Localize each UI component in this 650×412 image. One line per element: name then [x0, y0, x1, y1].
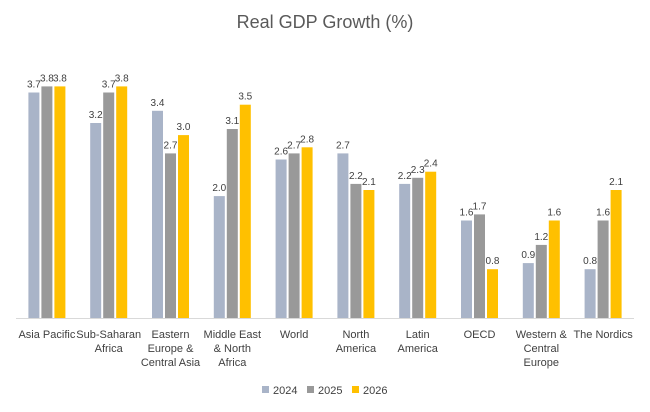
bar-2026-5	[363, 190, 375, 318]
bar-2025-4	[288, 153, 300, 318]
bar-2024-9	[584, 269, 596, 318]
value-label-2026-7: 0.8	[486, 256, 500, 267]
value-label-2026-1: 3.8	[115, 73, 129, 84]
value-label-2024-7: 1.6	[460, 208, 474, 219]
legend-label-2024: 2024	[273, 385, 297, 397]
bar-2026-8	[548, 220, 560, 318]
value-label-2026-2: 3.0	[177, 122, 191, 133]
legend: 2024 2025 2026	[262, 385, 387, 397]
value-label-2024-5: 2.7	[336, 140, 350, 151]
bar-2026-2	[178, 135, 189, 318]
value-label-2024-1: 3.2	[89, 110, 103, 121]
value-label-2026-9: 2.1	[609, 177, 623, 188]
category-label-8: Western & Central Europe	[516, 329, 568, 369]
bar-2025-9	[597, 220, 609, 318]
value-label-2025-9: 1.6	[596, 208, 610, 219]
value-labels-layer: 3.73.8 3.83.23.73.83.42.73.02.03.13.52.62…	[27, 73, 624, 267]
category-label-4: World	[280, 329, 309, 341]
bar-2024-4	[275, 159, 287, 318]
bar-2026-4	[301, 147, 313, 318]
bar-2024-2	[152, 110, 163, 318]
legend-label-2026: 2026	[363, 385, 387, 397]
value-label-2025-4: 2.7	[287, 140, 301, 151]
bar-2025-6	[412, 177, 424, 318]
value-label-2025-8: 1.2	[534, 232, 548, 243]
category-label-0: Asia Pacific	[18, 329, 75, 341]
bar-2024-5	[337, 153, 349, 318]
bar-2024-0	[28, 92, 40, 318]
bar-2026-7	[487, 269, 498, 318]
value-label-2025-2: 2.7	[164, 140, 178, 151]
bar-2024-7	[461, 220, 472, 318]
value-label-2025-0: 3.8	[40, 73, 54, 84]
value-label-2024-4: 2.6	[274, 147, 288, 158]
value-label-2025-1: 3.7	[102, 80, 116, 91]
bars-layer	[28, 86, 622, 319]
legend-swatch-2025	[307, 386, 314, 393]
value-label-2024-9: 0.8	[583, 256, 597, 267]
bar-2026-9	[610, 190, 622, 318]
bar-2026-6	[425, 171, 437, 318]
value-label-2025-3: 3.1	[225, 116, 239, 127]
category-label-9: The Nordics	[573, 329, 633, 341]
value-label-2024-2: 3.4	[151, 98, 165, 109]
bar-2025-5	[350, 183, 362, 318]
category-label-6: Latin America	[398, 329, 439, 355]
legend-swatch-2026	[352, 386, 359, 393]
value-label-2025-6: 2.3	[411, 165, 425, 176]
category-label-5: North America	[336, 329, 377, 355]
value-label-2024-8: 0.9	[521, 250, 535, 261]
value-label-2024-3: 2.0	[212, 183, 226, 194]
bar-2024-6	[399, 183, 411, 318]
value-label-2025-5: 2.2	[349, 171, 363, 182]
chart-title: Real GDP Growth (%)	[237, 12, 414, 32]
bar-2026-1	[116, 86, 128, 319]
bar-2024-1	[90, 123, 102, 318]
value-label-2026-5: 2.1	[362, 177, 376, 188]
bar-2025-7	[474, 214, 485, 318]
bar-2024-3	[213, 196, 225, 318]
bar-2025-1	[103, 92, 115, 318]
value-label-2026-0: 3.8	[53, 73, 67, 84]
bar-2025-2	[165, 153, 176, 318]
value-label-2024-0: 3.7	[27, 80, 41, 91]
bar-2026-0	[54, 86, 66, 319]
category-label-1: Sub-Saharan Africa	[76, 329, 141, 355]
value-label-2026-6: 2.4	[424, 159, 438, 170]
value-label-2025-7: 1.7	[473, 201, 487, 212]
legend-label-2025: 2025	[318, 385, 342, 397]
bar-2025-0	[41, 86, 53, 319]
value-label-2024-6: 2.2	[398, 171, 412, 182]
bar-2025-8	[535, 244, 547, 318]
value-label-2026-3: 3.5	[238, 92, 252, 103]
bar-2025-3	[226, 129, 238, 318]
bar-2024-8	[522, 263, 534, 318]
category-label-7: OECD	[464, 329, 496, 341]
category-label-3: Middle East & North Africa	[204, 329, 261, 369]
value-label-2026-4: 2.8	[300, 134, 314, 145]
category-label-2: Eastern Europe & Central Asia	[141, 329, 201, 369]
bar-2026-3	[239, 104, 251, 318]
legend-swatch-2024	[262, 386, 269, 393]
value-label-2026-8: 1.6	[547, 208, 561, 219]
